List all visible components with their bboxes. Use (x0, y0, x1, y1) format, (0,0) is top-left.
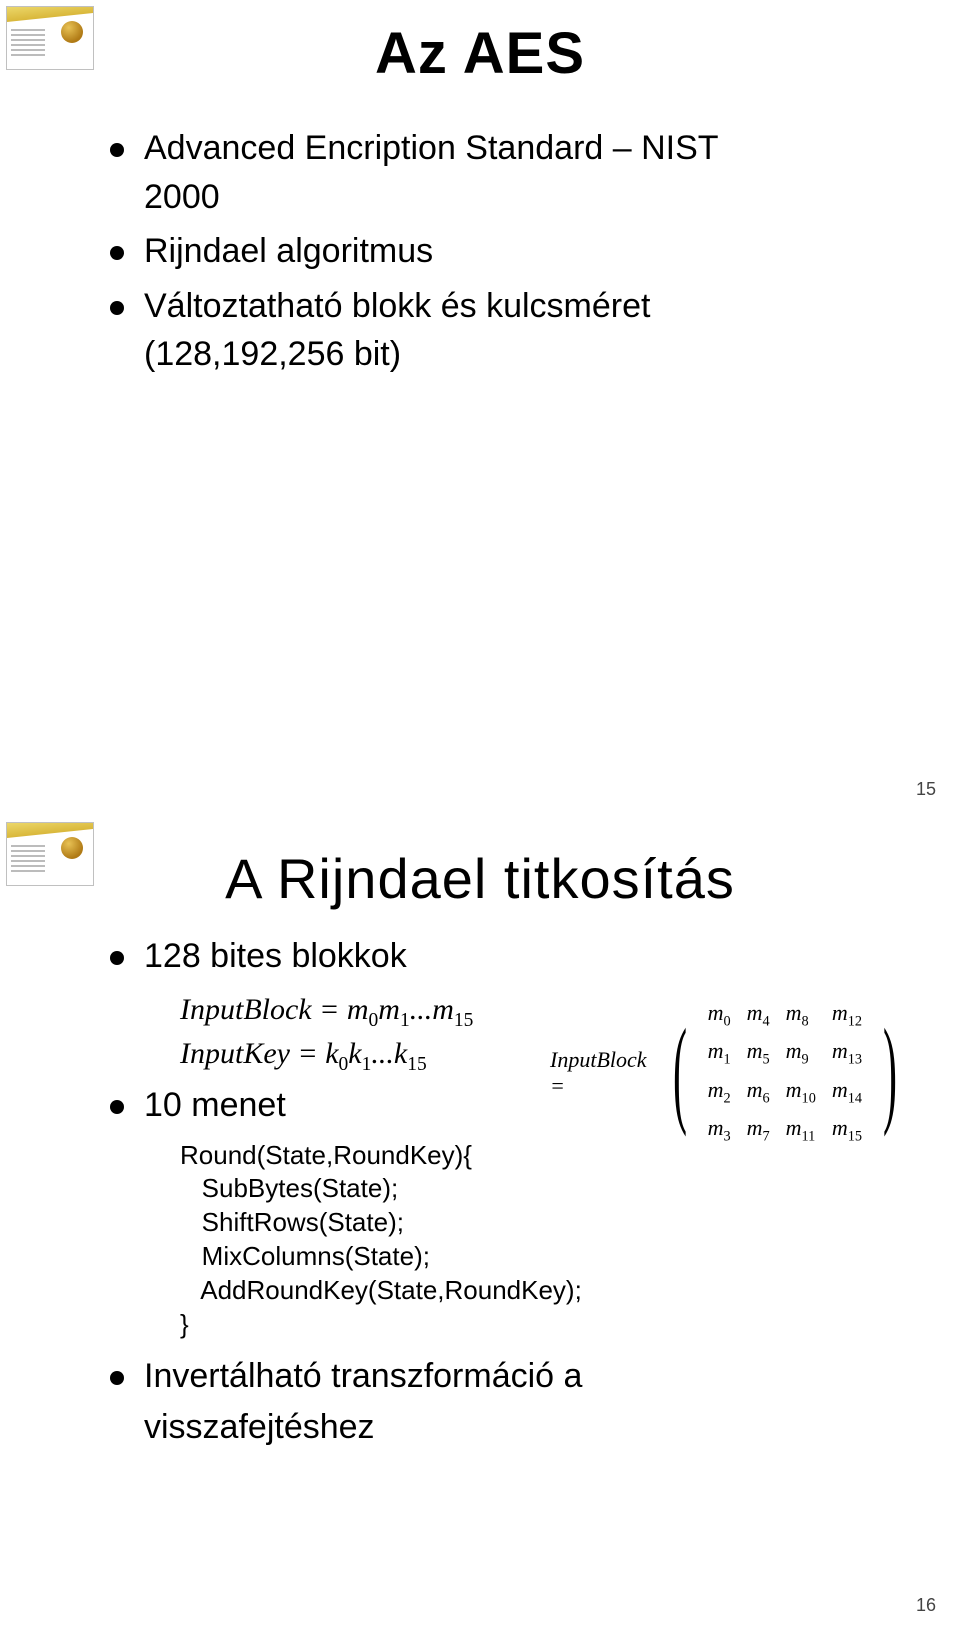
page-number: 15 (916, 779, 936, 800)
txt: m (432, 993, 454, 1026)
code-line: ShiftRows(State); (180, 1207, 404, 1237)
bullet-list: Invertálható transzformáció a (110, 1355, 900, 1398)
matrix-cell: m12 (824, 996, 870, 1034)
txt: k (348, 1037, 361, 1070)
matrix-cell: m3 (700, 1111, 739, 1149)
matrix-cell: m4 (739, 996, 778, 1034)
matrix-cell: m10 (778, 1073, 824, 1111)
txt: k (394, 1037, 407, 1070)
bullet-list: Rijndael algoritmus Változtatható blokk … (110, 230, 900, 327)
bullet-list: 128 bites blokkok (110, 935, 900, 978)
code-line: MixColumns(State); (180, 1241, 430, 1271)
matrix-cell: m14 (824, 1073, 870, 1111)
txt: ... (371, 1037, 394, 1070)
right-paren-icon: ) (883, 1017, 897, 1125)
page-number: 16 (916, 1595, 936, 1616)
code-line: } (180, 1309, 189, 1339)
sub: 1 (362, 1054, 372, 1075)
matrix-cell: m5 (739, 1034, 778, 1072)
slide-thumbnail-icon (6, 6, 94, 70)
slide-thumbnail-icon (6, 822, 94, 886)
slide-title: Az AES (60, 20, 900, 87)
matrix-lhs: InputBlock = (550, 1047, 660, 1099)
code-line: Round(State,RoundKey){ (180, 1140, 472, 1170)
matrix-cell: m0 (700, 996, 739, 1034)
txt: InputKey = k (180, 1037, 339, 1070)
round-code: Round(State,RoundKey){ SubBytes(State); … (180, 1139, 900, 1342)
matrix-cell: m7 (739, 1111, 778, 1149)
bullet-cont-line: visszafejtéshez (144, 1406, 900, 1449)
bullet-item: 128 bites blokkok (110, 935, 900, 978)
matrix-cell: m9 (778, 1034, 824, 1072)
matrix-table: m0 m4 m8 m12 m1 m5 m9 m13 m2 m6 m10 (700, 996, 870, 1150)
matrix-cell: m13 (824, 1034, 870, 1072)
code-line: SubBytes(State); (180, 1173, 398, 1203)
sub: 0 (369, 1010, 379, 1031)
matrix-cell: m15 (824, 1111, 870, 1149)
bullet-item: Rijndael algoritmus (110, 230, 900, 273)
bullet-item: Változtatható blokk és kulcsméret (110, 285, 900, 328)
matrix-cell: m1 (700, 1034, 739, 1072)
sub: 1 (400, 1010, 410, 1031)
matrix-cell: m2 (700, 1073, 739, 1111)
matrix-cell: m6 (739, 1073, 778, 1111)
slide-title: A Rijndael titkosítás (60, 846, 900, 911)
sub: 15 (407, 1054, 427, 1075)
sub: 0 (339, 1054, 349, 1075)
bullet-cont-line: 2000 (144, 176, 900, 219)
txt: ... (410, 993, 433, 1026)
bullet-cont-line: (128,192,256 bit) (144, 333, 900, 376)
slide-15: Az AES Advanced Encription Standard – NI… (0, 0, 960, 816)
slide-16: A Rijndael titkosítás 128 bites blokkok … (0, 816, 960, 1632)
bullet-item: Advanced Encription Standard – NIST (110, 127, 900, 170)
left-paren-icon: ( (673, 1017, 687, 1125)
code-line: AddRoundKey(State,RoundKey); (180, 1275, 582, 1305)
txt: InputBlock = m (180, 993, 369, 1026)
txt: m (378, 993, 400, 1026)
sub: 15 (454, 1010, 474, 1031)
matrix-cell: m8 (778, 996, 824, 1034)
bullet-item: Invertálható transzformáció a (110, 1355, 900, 1398)
inputblock-matrix: InputBlock = ( m0 m4 m8 m12 m1 m5 m9 m13 (550, 996, 910, 1150)
matrix-cell: m11 (778, 1111, 824, 1149)
bullet-list: Advanced Encription Standard – NIST (110, 127, 900, 170)
page: Az AES Advanced Encription Standard – NI… (0, 0, 960, 1632)
